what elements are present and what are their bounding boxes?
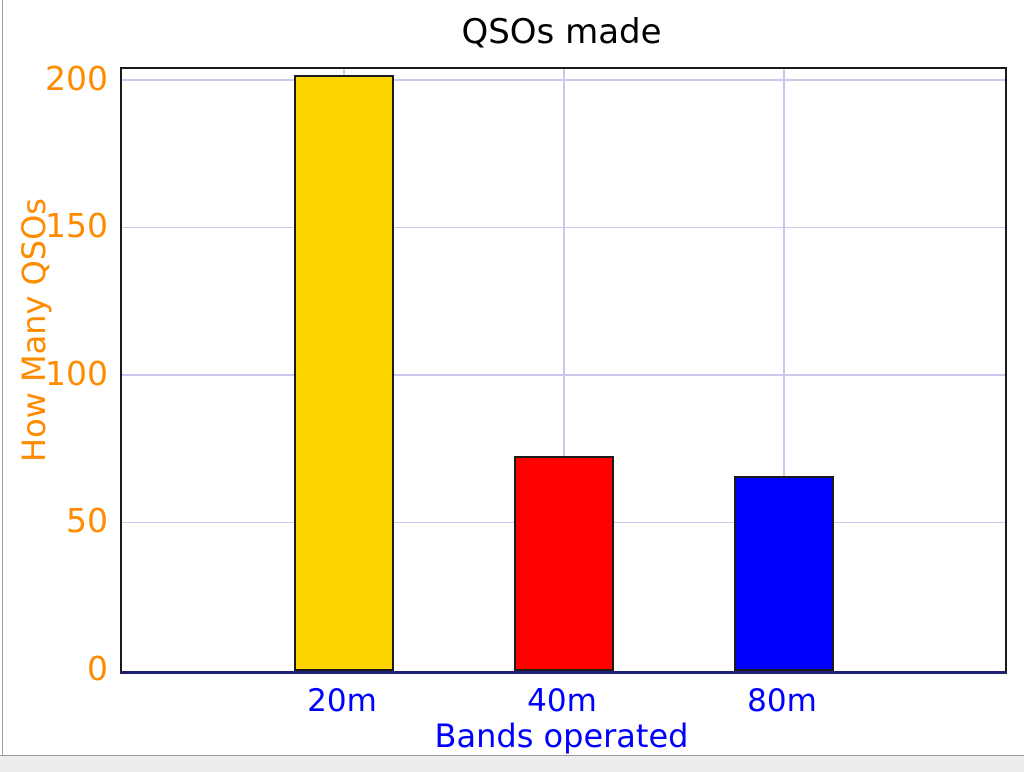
x-tick-label: 40m [527, 683, 597, 719]
bar-40m [514, 455, 614, 671]
plot-area [120, 67, 1007, 674]
x-tick-label: 80m [747, 683, 817, 719]
window-left-edge-line [2, 0, 3, 772]
y-tick-label: 100 [45, 353, 108, 393]
y-tick-label: 50 [66, 501, 108, 541]
bar-80m [734, 476, 834, 671]
window-bottom-strip [0, 755, 1024, 772]
bar-20m [294, 74, 394, 671]
y-tick-label: 150 [45, 206, 108, 246]
x-tick-label: 20m [307, 683, 377, 719]
chart-title: QSOs made [461, 12, 662, 52]
vertical-gridline [783, 69, 785, 671]
vertical-gridline [563, 69, 565, 671]
y-tick-label: 0 [87, 649, 108, 688]
y-tick-label: 200 [45, 58, 108, 98]
x-axis-label: Bands operated [434, 717, 689, 755]
